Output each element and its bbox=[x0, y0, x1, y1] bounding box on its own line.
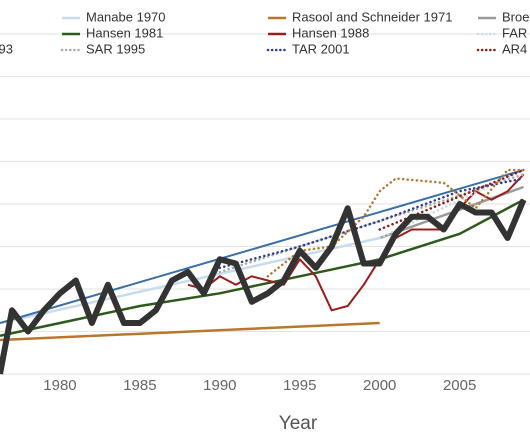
x-tick-label: 1995 bbox=[283, 377, 316, 394]
data-line bbox=[0, 321, 380, 342]
data-line bbox=[0, 236, 380, 325]
legend-label: Broe bbox=[502, 9, 529, 24]
legend-label: AR4 bbox=[502, 41, 527, 56]
legend-label: TAR 2001 bbox=[292, 41, 350, 56]
legend-label: Hansen 1988 bbox=[292, 25, 369, 40]
x-tick-label: 2000 bbox=[363, 377, 396, 394]
data-line bbox=[218, 177, 525, 270]
x-tick-label: 1985 bbox=[123, 377, 156, 394]
legend-label: Rasool and Schneider 1971 bbox=[292, 9, 452, 24]
legend-label: 1993 bbox=[0, 41, 13, 56]
data-line bbox=[0, 198, 527, 375]
legend-label: FAR bbox=[502, 25, 527, 40]
data-line bbox=[0, 198, 525, 338]
legend-label: Hansen 1981 bbox=[86, 25, 163, 40]
data-line bbox=[218, 173, 525, 274]
x-axis-label: Year bbox=[279, 413, 318, 434]
x-tick-label: 1990 bbox=[203, 377, 236, 394]
legend-label: Manabe 1970 bbox=[86, 9, 166, 24]
x-tick-label: 1980 bbox=[43, 377, 76, 394]
legend-label: SAR 1995 bbox=[86, 41, 145, 56]
x-tick-label: 2005 bbox=[443, 377, 476, 394]
data-line bbox=[0, 169, 524, 324]
